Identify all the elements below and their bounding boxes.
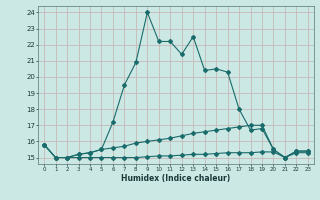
X-axis label: Humidex (Indice chaleur): Humidex (Indice chaleur) — [121, 174, 231, 183]
